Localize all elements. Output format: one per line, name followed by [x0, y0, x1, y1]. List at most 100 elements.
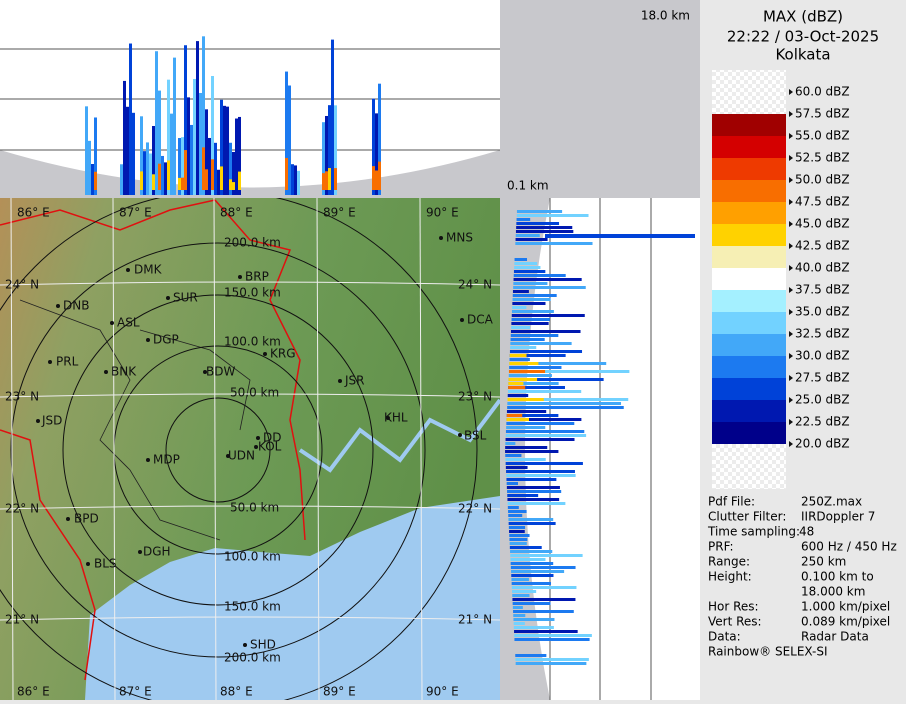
map [0, 198, 500, 700]
echo-core [211, 159, 214, 190]
echo [508, 382, 559, 385]
echo-core [509, 354, 527, 357]
info-key: Hor Res: [708, 600, 759, 614]
city-label: BRP [245, 270, 269, 284]
echo-core [220, 166, 223, 190]
echo [285, 71, 288, 195]
echo-core [232, 182, 235, 190]
city-label: BPD [74, 512, 99, 526]
echo [511, 310, 554, 313]
echo-core [507, 398, 544, 401]
echo-core [181, 177, 184, 190]
legend-label: 22.5 dBZ [795, 415, 850, 429]
location: Kolkata [775, 46, 830, 64]
echo [507, 406, 624, 409]
legend-tick [789, 353, 793, 359]
city-label: DD [263, 431, 281, 445]
timestamp: 22:22 / 03-Oct-2025 [727, 28, 879, 46]
legend-swatch [712, 356, 786, 378]
legend-swatch [712, 268, 786, 290]
echo [208, 137, 211, 195]
legend-tick [789, 243, 793, 249]
echo [132, 112, 135, 195]
echo [511, 574, 554, 577]
longitude-label: 87° E [119, 206, 152, 220]
city-dot [110, 321, 114, 325]
echo-core [372, 166, 375, 190]
legend-tick [789, 441, 793, 447]
echo [508, 522, 556, 525]
echo [513, 286, 586, 289]
info-value: 1.000 km/pixel [801, 600, 890, 614]
echo [516, 226, 573, 229]
echo-core [325, 171, 328, 190]
legend-swatch [712, 114, 786, 136]
legend-tick [789, 331, 793, 337]
legend-tick [789, 155, 793, 161]
echo-core [205, 169, 208, 190]
city-label: MNS [446, 231, 473, 245]
echo [184, 45, 187, 196]
echo-core [167, 160, 170, 190]
echo [509, 542, 527, 545]
latitude-label: 21° N [5, 613, 39, 627]
echo [226, 106, 229, 195]
legend-tick [789, 133, 793, 139]
echo [512, 590, 537, 593]
echo [514, 262, 538, 265]
meridian [419, 198, 423, 700]
river [298, 398, 500, 473]
longitude-label: 90° E [426, 206, 459, 220]
echo [170, 113, 173, 195]
city-dot [256, 436, 260, 440]
info-key: Range: [708, 555, 750, 569]
echo [193, 78, 196, 195]
echo [229, 142, 232, 195]
latitude-label: 24° N [5, 278, 39, 292]
echo [235, 118, 238, 195]
echo [199, 92, 202, 195]
legend-label: 20.0 dBZ [795, 437, 850, 451]
echo [509, 350, 583, 353]
echo [512, 606, 523, 609]
legend-tick [789, 309, 793, 315]
echo [161, 155, 164, 195]
boundaries [0, 199, 306, 681]
longitude-label: 90° E [426, 685, 459, 699]
echo [187, 97, 190, 195]
legend-label: 52.5 dBZ [795, 151, 850, 165]
city-label: JSR [344, 374, 365, 388]
echo [152, 125, 155, 195]
range-label: 200.0 km [224, 236, 281, 250]
echo [513, 610, 574, 613]
echo [515, 230, 574, 233]
echo [146, 142, 149, 195]
echo [506, 486, 560, 489]
legend-label: 57.5 dBZ [795, 107, 850, 121]
echo [205, 109, 208, 195]
legend-label: 47.5 dBZ [795, 195, 850, 209]
latitude-label: 23° N [458, 390, 492, 404]
echo [505, 446, 548, 449]
echo-core [202, 147, 205, 190]
echo [512, 306, 527, 309]
info-value: 48 [799, 525, 814, 539]
echo [514, 258, 528, 261]
legend-label: 30.0 dBZ [795, 349, 850, 363]
info-footer: Rainbow® SELEX-SI [708, 645, 828, 659]
echo [516, 222, 560, 225]
echo [123, 80, 126, 195]
echo [232, 151, 235, 195]
legend-swatch [712, 400, 786, 422]
echoes [85, 36, 695, 665]
city-label: DGP [153, 333, 179, 347]
map-grid [0, 198, 500, 700]
echo [516, 218, 531, 221]
echo [126, 106, 129, 195]
city-dot [338, 379, 342, 383]
echo [508, 374, 552, 377]
echo [506, 478, 557, 481]
city-dot [458, 433, 462, 437]
latitude-label: 22° N [458, 502, 492, 516]
